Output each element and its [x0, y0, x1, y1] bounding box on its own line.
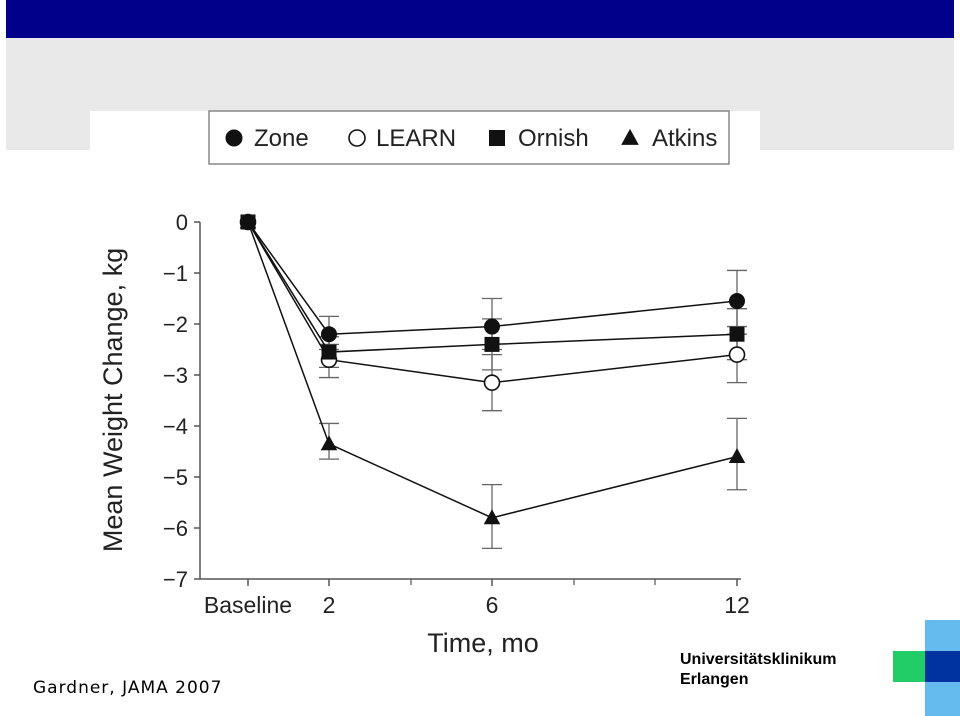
x-axis-label: Time, mo — [427, 628, 539, 658]
data-point-learn — [728, 346, 746, 363]
figure-panel — [90, 111, 760, 671]
data-point-ornish — [484, 336, 500, 352]
institution-name: Universitätsklinikum Erlangen — [680, 650, 837, 690]
chart-axes: 0 −1 −2 −3 −4 −5 −6 −7 Baseline 2 6 12 Time, mo Mean … — [98, 210, 750, 658]
legend-box — [208, 110, 730, 165]
header-bar — [6, 0, 954, 38]
university-logo — [893, 620, 960, 716]
institution-line-1: Universitätsklinikum — [680, 651, 837, 668]
series-line-learn — [247, 221, 738, 384]
data-point-atkins — [728, 448, 746, 464]
data-point-zone — [484, 318, 500, 335]
logo-light-square-bottom — [925, 682, 960, 716]
data-point-atkins — [483, 509, 501, 525]
logo-dark-square — [925, 651, 960, 682]
x-tick-label: 2 — [323, 592, 336, 618]
logo-light-square-top — [925, 620, 960, 651]
series-line-zone — [247, 221, 738, 335]
legend-marker-ornish — [489, 130, 505, 146]
y-tick-label: −6 — [163, 516, 188, 541]
citation: Gardner, JAMA 2007 — [33, 678, 223, 698]
data-point-atkins — [320, 435, 338, 451]
legend-label-learn: LEARN — [376, 125, 456, 152]
institution-line-2: Erlangen — [680, 671, 749, 688]
y-tick-label: −7 — [163, 567, 188, 592]
x-tick-label: 12 — [724, 592, 750, 618]
y-tick-label: −1 — [163, 261, 188, 286]
y-tick-label: −2 — [163, 312, 188, 337]
legend-label-ornish: Ornish — [518, 125, 589, 152]
x-tick-label: Baseline — [204, 592, 292, 618]
chart-legend: Zone LEARN Ornish Atkins — [208, 110, 730, 165]
y-axis-label: Mean Weight Change, kg — [98, 248, 128, 552]
legend-label-atkins: Atkins — [652, 125, 717, 152]
series-line-ornish — [247, 221, 738, 353]
logo-green-square — [893, 651, 925, 682]
x-tick-label: 6 — [486, 592, 499, 618]
legend-marker-zone — [225, 129, 243, 147]
data-point-learn — [483, 374, 501, 391]
data-point-atkins — [239, 213, 257, 229]
legend-label-zone: Zone — [254, 125, 309, 152]
legend-marker-learn — [348, 129, 366, 147]
y-tick-label: −3 — [163, 363, 188, 388]
data-point-zone — [729, 293, 745, 310]
data-point-ornish — [321, 344, 337, 360]
markers-atkins — [239, 213, 746, 525]
y-tick-label: 0 — [176, 210, 188, 235]
series-line-atkins — [247, 221, 738, 519]
y-tick-label: −5 — [163, 465, 188, 490]
data-point-zone — [321, 326, 337, 343]
legend-marker-atkins — [621, 128, 639, 145]
markers-zone — [240, 214, 745, 343]
y-tick-label: −4 — [163, 414, 188, 439]
data-point-ornish — [729, 326, 745, 342]
